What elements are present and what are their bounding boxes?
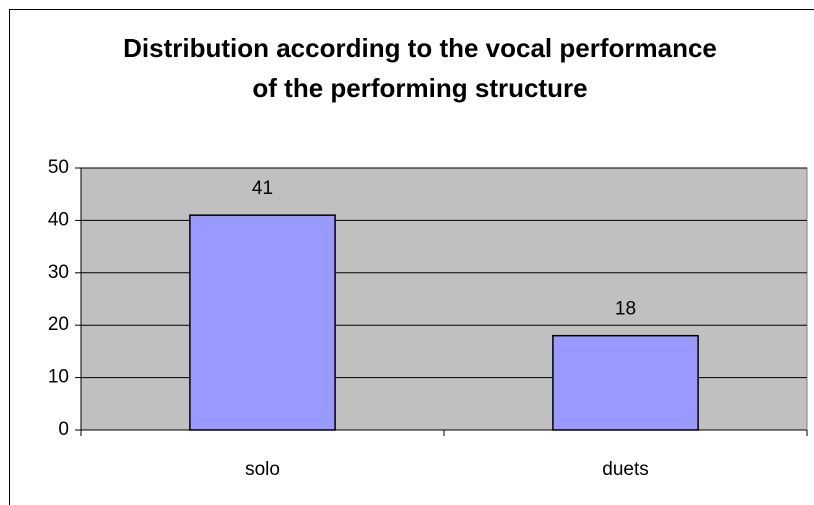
- data-label: 18: [615, 299, 636, 320]
- x-tick-label: solo: [245, 459, 280, 480]
- y-tick-label: 30: [48, 262, 69, 283]
- y-tick-label: 50: [48, 157, 69, 178]
- x-tick-label: duets: [602, 459, 648, 480]
- bar: [189, 214, 336, 431]
- y-tick-label: 20: [48, 314, 69, 335]
- data-label: 41: [252, 178, 273, 199]
- chart-title: Distribution according to the vocal perf…: [123, 33, 717, 103]
- y-tick-label: 0: [58, 419, 69, 440]
- y-tick-label: 40: [48, 209, 69, 230]
- bar: [552, 334, 699, 431]
- y-tick-label: 10: [48, 367, 69, 388]
